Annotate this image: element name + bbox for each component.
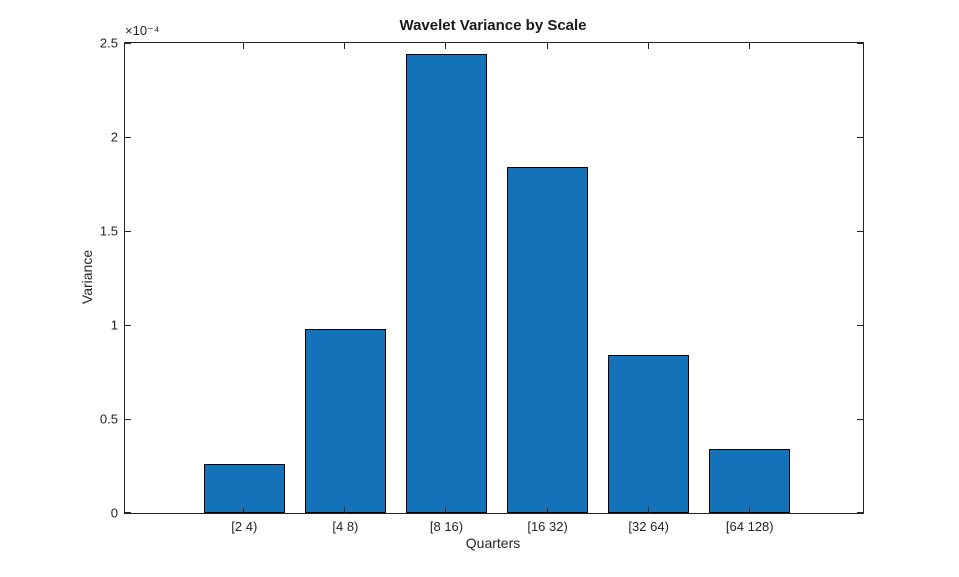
x-tick-label: [8 16) (429, 519, 464, 534)
x-tick-mirror (647, 43, 649, 49)
bar (203, 464, 285, 513)
bar (608, 355, 690, 513)
y-tick-label: 0 (110, 505, 118, 521)
x-tick (546, 507, 548, 513)
y-tick-mirror (857, 43, 863, 44)
x-tick (243, 507, 245, 513)
y-tick (125, 43, 131, 44)
y-tick-mirror (857, 137, 863, 138)
y-tick-mirror (857, 231, 863, 232)
x-tick (445, 507, 447, 513)
x-tick-label: [2 4) (231, 519, 258, 534)
x-tick-mirror (445, 43, 447, 49)
x-tick-label: [64 128) (725, 519, 774, 534)
bar (709, 449, 791, 513)
bar (304, 328, 386, 513)
x-tick (647, 507, 649, 513)
x-tick (344, 507, 346, 513)
y-axis-multiplier: ×10⁻⁴ (125, 23, 160, 38)
x-tick-label: [16 32) (527, 519, 568, 534)
y-tick-label: 2.5 (99, 35, 118, 51)
y-tick (125, 419, 131, 420)
bar (507, 167, 589, 513)
plot-area: [2 4) [4 8) [8 16) [16 32) [32 64) [64 128) 0 0… (100, 36, 864, 534)
x-tick-mirror (748, 43, 750, 49)
x-tick-mirror (344, 43, 346, 49)
x-tick (748, 507, 750, 513)
y-tick-label: 1.5 (99, 223, 118, 239)
y-tick-mirror (857, 325, 863, 326)
y-tick (125, 231, 131, 232)
x-tick-label: [32 64) (628, 519, 669, 534)
y-tick-mirror (857, 419, 863, 420)
x-tick-label: [4 8) (332, 519, 359, 534)
y-axis-label: Variance (79, 249, 95, 305)
x-tick-mirror (243, 43, 245, 49)
y-tick-label: 2 (110, 129, 118, 145)
x-tick-mirror (546, 43, 548, 49)
y-tick-label: 0.5 (99, 411, 118, 427)
bar (406, 54, 487, 513)
y-tick (125, 137, 131, 138)
y-tick-mirror (857, 512, 863, 513)
y-tick-label: 1 (110, 317, 118, 333)
y-tick (125, 512, 131, 513)
x-axis-label: Quarters (465, 535, 521, 551)
chart-title: Wavelet Variance by Scale (399, 17, 587, 34)
y-tick (125, 325, 131, 326)
